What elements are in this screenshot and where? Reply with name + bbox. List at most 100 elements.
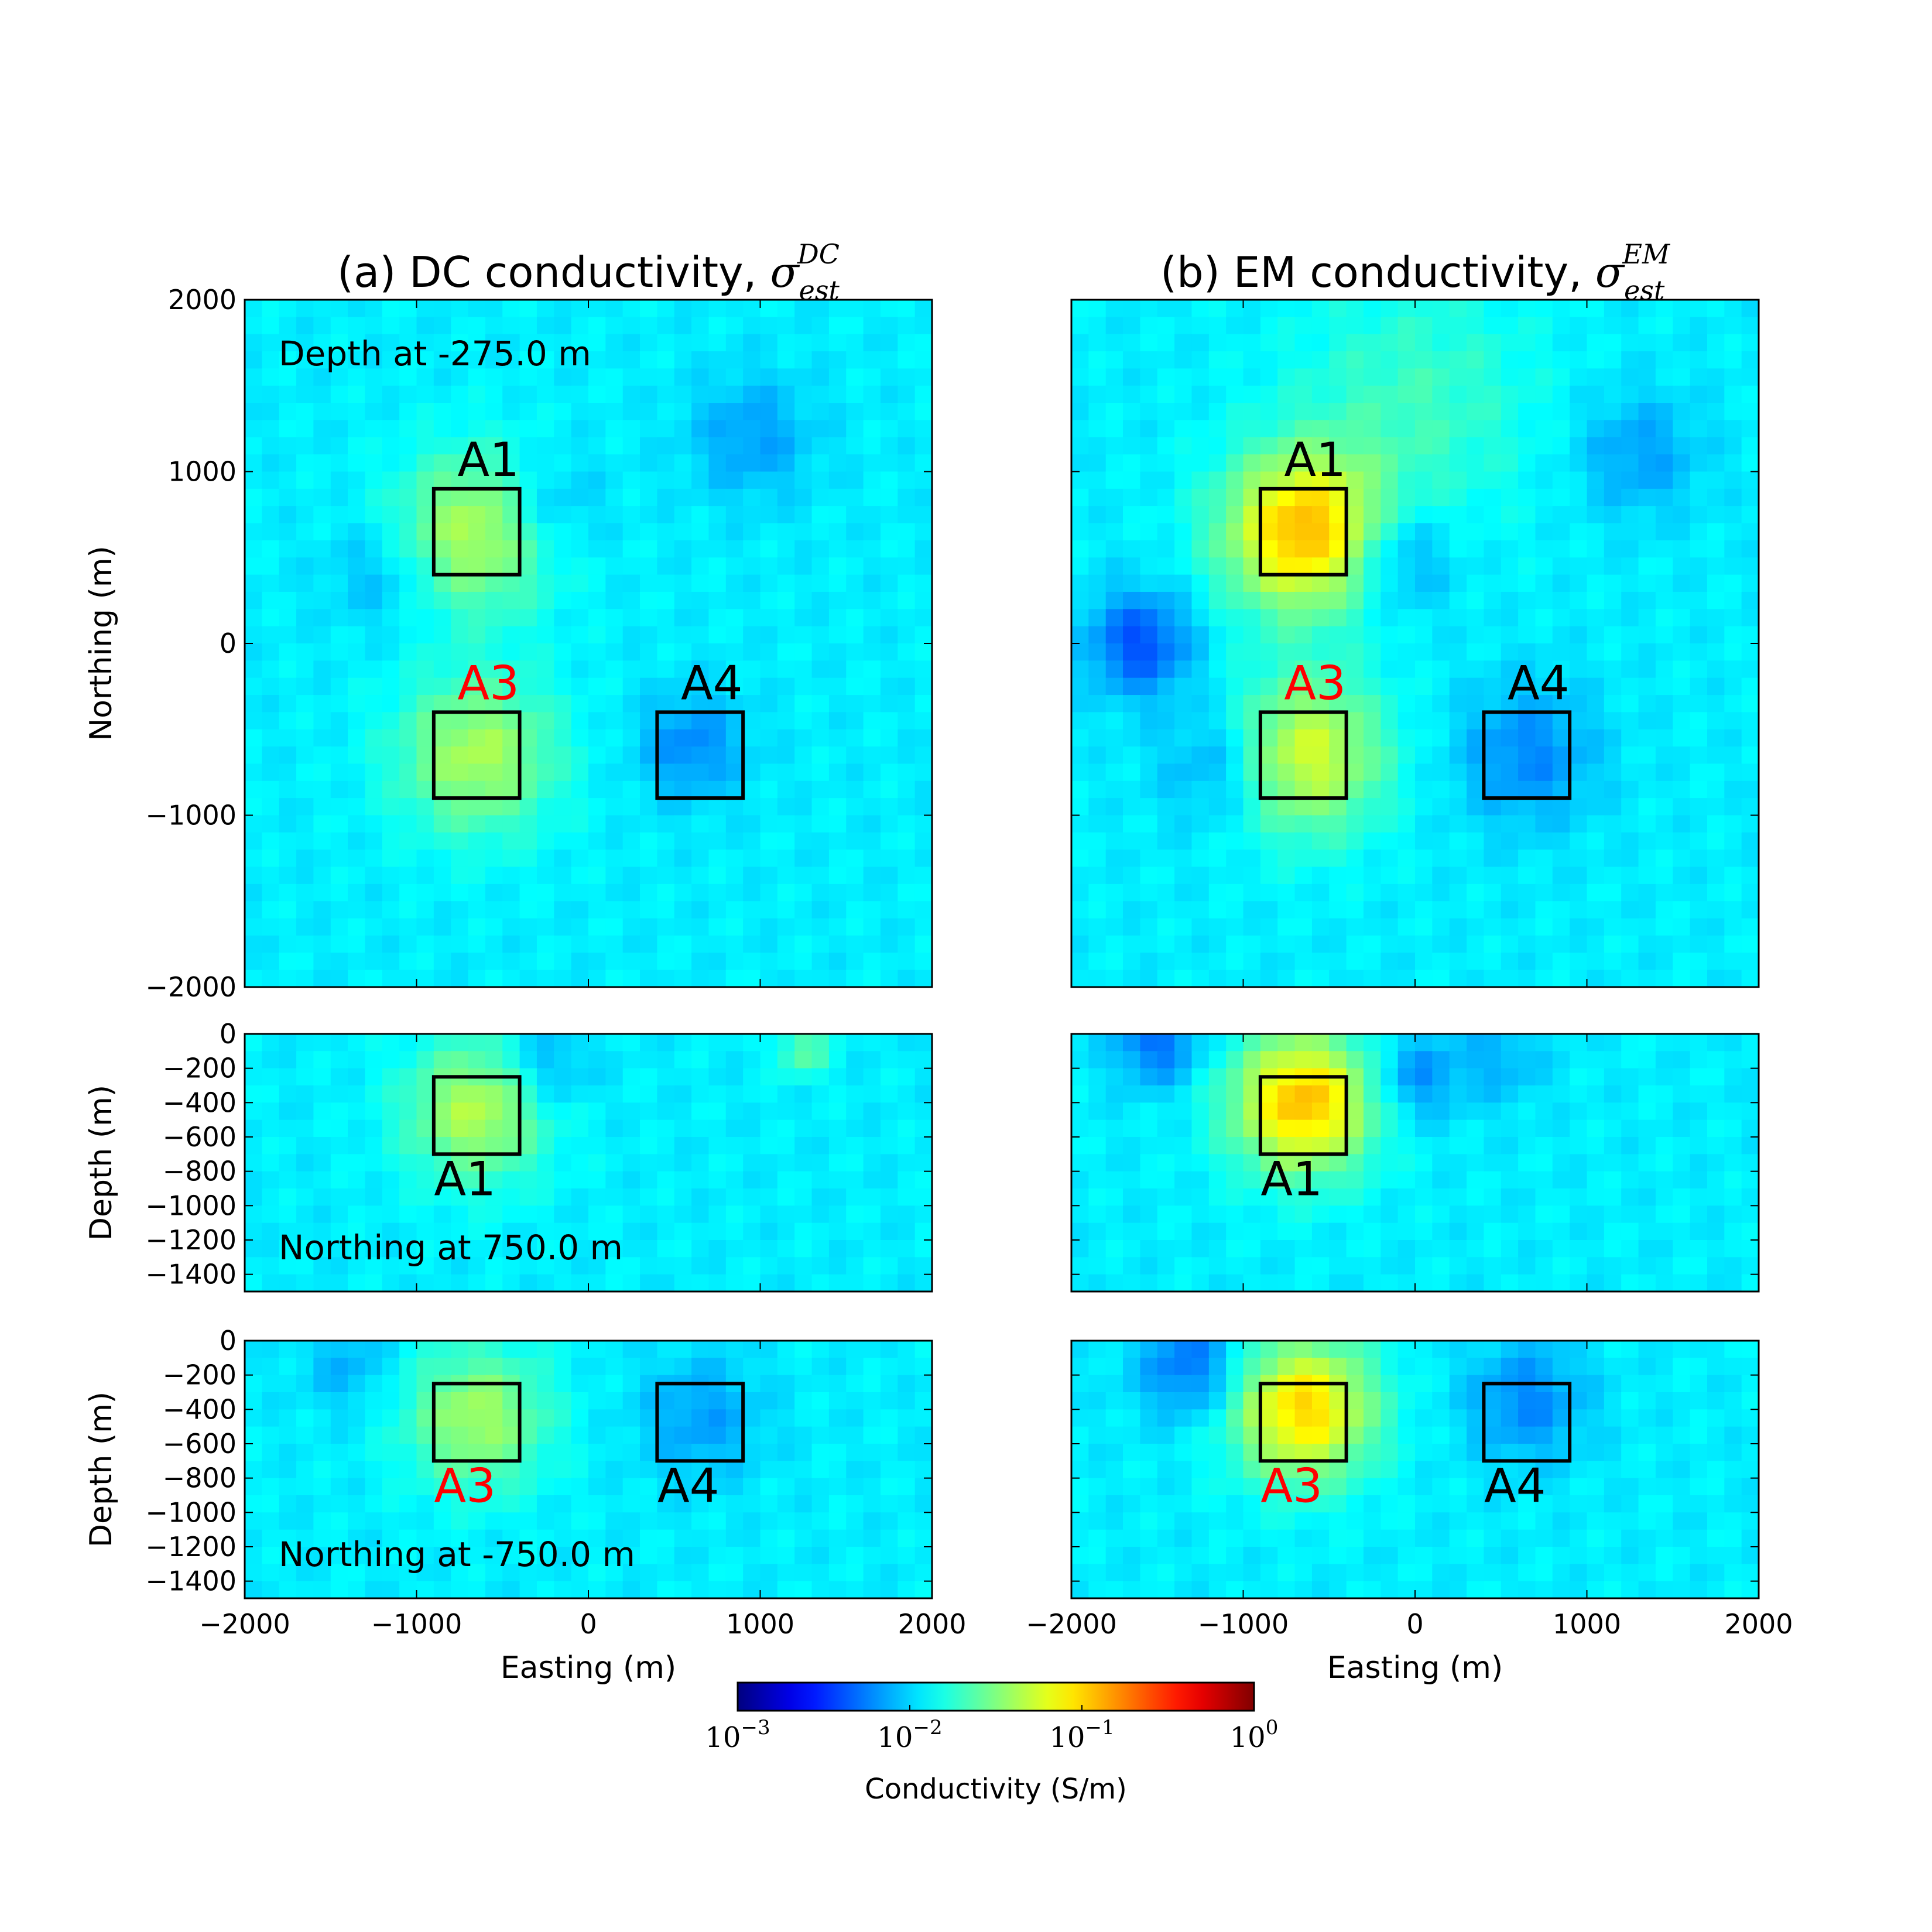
heatmap-cell bbox=[691, 901, 710, 919]
heatmap-cell bbox=[1552, 420, 1570, 438]
heatmap-cell bbox=[1311, 918, 1330, 936]
heatmap-cell bbox=[1518, 317, 1536, 335]
heatmap-cell bbox=[365, 317, 383, 335]
heatmap-cell bbox=[536, 1068, 554, 1086]
heatmap-cell bbox=[1535, 385, 1553, 403]
heatmap-cell bbox=[536, 368, 554, 386]
heatmap-cell bbox=[1105, 1257, 1123, 1275]
heatmap-cell bbox=[1381, 626, 1399, 644]
heatmap-cell bbox=[1088, 849, 1107, 868]
heatmap-cell bbox=[1277, 437, 1296, 455]
heatmap-cell bbox=[1501, 626, 1519, 644]
heatmap-cell bbox=[1208, 1051, 1227, 1069]
heatmap-cell bbox=[1140, 1205, 1158, 1224]
heatmap-cell bbox=[1329, 591, 1347, 609]
heatmap-cell bbox=[1518, 437, 1536, 455]
heatmap-cell bbox=[657, 1512, 675, 1530]
heatmap-cell bbox=[1587, 317, 1605, 335]
heatmap-cell bbox=[296, 609, 314, 627]
heatmap-cell bbox=[1123, 506, 1140, 524]
heatmap-cell bbox=[536, 334, 554, 352]
heatmap-cell bbox=[382, 523, 400, 541]
heatmap-cell bbox=[914, 712, 933, 730]
heatmap-cell bbox=[725, 1444, 744, 1461]
heatmap-cell bbox=[1604, 609, 1622, 627]
heatmap-cell bbox=[399, 1341, 417, 1358]
heatmap-cell bbox=[1329, 1257, 1347, 1275]
heatmap-cell bbox=[313, 1137, 331, 1155]
heatmap-cell bbox=[725, 540, 744, 558]
heatmap-cell bbox=[554, 918, 572, 936]
heatmap-cell bbox=[811, 334, 830, 352]
heatmap-cell bbox=[898, 471, 916, 489]
heatmap-cell bbox=[1741, 488, 1759, 506]
heatmap-cell bbox=[1191, 1240, 1210, 1258]
heatmap-cell bbox=[1105, 1068, 1123, 1086]
heatmap-cell bbox=[794, 317, 813, 335]
heatmap-cell bbox=[1449, 368, 1467, 386]
heatmap-cell bbox=[433, 1392, 451, 1410]
heatmap-cell bbox=[330, 677, 348, 696]
heatmap-cell bbox=[502, 746, 520, 765]
heatmap-cell bbox=[1604, 763, 1622, 782]
heatmap-cell bbox=[811, 1240, 830, 1258]
heatmap-cell bbox=[760, 351, 778, 369]
heatmap-cell bbox=[554, 300, 572, 317]
heatmap-cell bbox=[1707, 677, 1725, 696]
heatmap-cell bbox=[1157, 1222, 1175, 1241]
heatmap-cell bbox=[1432, 660, 1450, 679]
heatmap-cell bbox=[1621, 1154, 1639, 1172]
heatmap-cell bbox=[708, 1392, 727, 1410]
heatmap-cell bbox=[605, 1495, 624, 1513]
heatmap-cell bbox=[622, 935, 640, 953]
heatmap-cell bbox=[348, 1034, 366, 1051]
heatmap-cell bbox=[365, 1444, 383, 1461]
heatmap-cell bbox=[898, 1034, 916, 1051]
heatmap-cell bbox=[416, 1137, 434, 1155]
heatmap-cell bbox=[794, 1512, 813, 1530]
heatmap-cell bbox=[1432, 1171, 1450, 1189]
heatmap-cell bbox=[348, 1102, 366, 1121]
heatmap-cell bbox=[1277, 609, 1296, 627]
heatmap-cell bbox=[451, 334, 469, 352]
heatmap-cell bbox=[1673, 953, 1691, 971]
heatmap-cell bbox=[1587, 574, 1605, 592]
heatmap-cell bbox=[657, 1274, 675, 1292]
heatmap-cell bbox=[519, 1051, 537, 1069]
heatmap-cell bbox=[1071, 420, 1089, 438]
heatmap-cell bbox=[846, 1068, 864, 1086]
heatmap-cell bbox=[1724, 557, 1742, 576]
heatmap-cell bbox=[708, 1102, 727, 1121]
heatmap-cell bbox=[880, 385, 898, 403]
heatmap-cell bbox=[1277, 746, 1296, 765]
heatmap-cell bbox=[863, 317, 881, 335]
heatmap-cell bbox=[588, 1102, 606, 1121]
heatmap-cell bbox=[1604, 1068, 1622, 1086]
heatmap-cell bbox=[262, 1119, 280, 1138]
heatmap-cell bbox=[1208, 368, 1227, 386]
heatmap-cell bbox=[1363, 540, 1381, 558]
heatmap-cell bbox=[880, 695, 898, 712]
heatmap-cell bbox=[777, 712, 795, 730]
heatmap-cell bbox=[898, 780, 916, 799]
heatmap-cell bbox=[1724, 1051, 1742, 1069]
heatmap-cell bbox=[1707, 300, 1725, 317]
heatmap-cell bbox=[605, 1205, 624, 1224]
heatmap-cell bbox=[451, 970, 469, 988]
heatmap-cell bbox=[725, 1274, 744, 1292]
heatmap-cell bbox=[1518, 1119, 1536, 1138]
heatmap-cell bbox=[1363, 1188, 1381, 1206]
heatmap-cell bbox=[536, 300, 554, 317]
heatmap-cell bbox=[880, 471, 898, 489]
heatmap-cell bbox=[743, 1085, 761, 1103]
heatmap-cell bbox=[519, 1119, 537, 1138]
heatmap-cell bbox=[777, 609, 795, 627]
heatmap-cell bbox=[279, 1375, 297, 1393]
heatmap-cell bbox=[1226, 626, 1244, 644]
heatmap-cell bbox=[536, 523, 554, 541]
heatmap-cell bbox=[1673, 866, 1691, 885]
heatmap-cell bbox=[365, 523, 383, 541]
heatmap-cell bbox=[1707, 1068, 1725, 1086]
heatmap-cell bbox=[262, 1341, 280, 1358]
heatmap-cell bbox=[691, 1358, 710, 1376]
